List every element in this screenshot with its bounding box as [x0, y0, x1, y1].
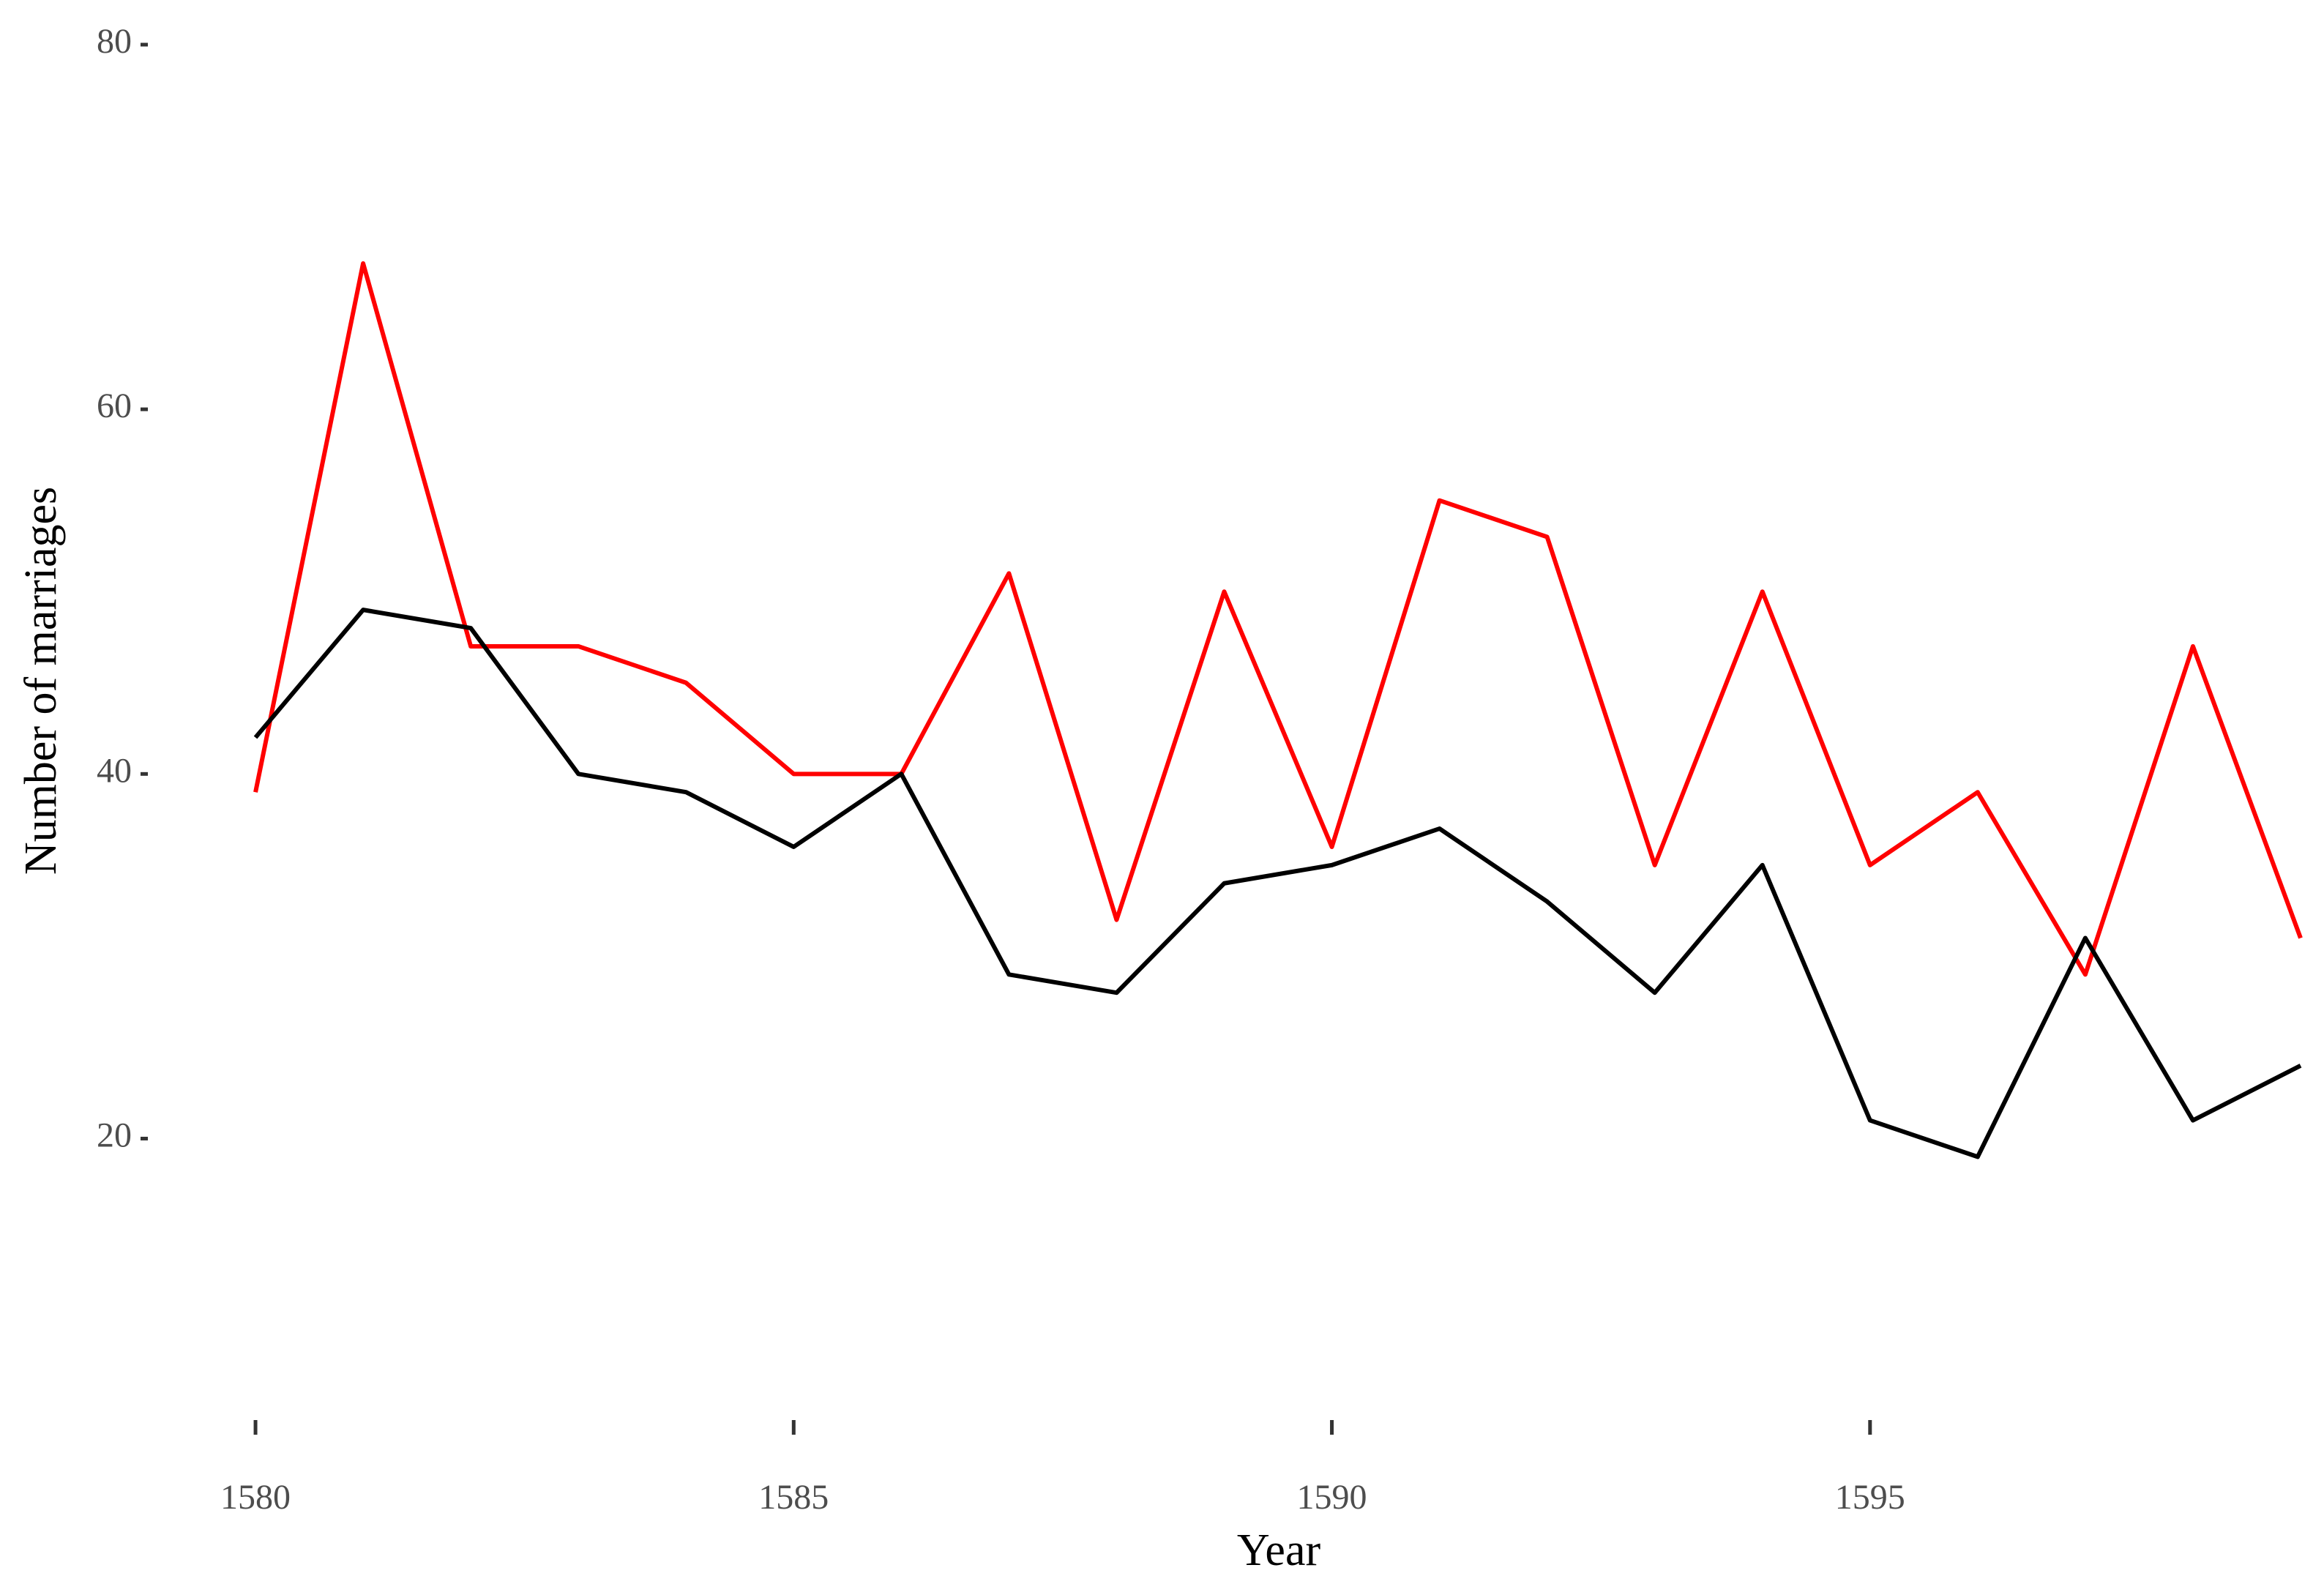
x-tick-label: 1590: [1297, 1478, 1367, 1517]
y-tick-label: 60: [97, 386, 132, 425]
y-axis-title: Number of marriages: [16, 487, 66, 875]
data-line: [253, 261, 2303, 977]
data-line: [253, 608, 2302, 1159]
x-axis-title: Year: [1237, 1525, 1321, 1575]
y-tick-label: 80: [97, 22, 132, 61]
y-tick-label: 40: [97, 751, 132, 790]
y-tick-label: 20: [97, 1116, 132, 1154]
x-tick-label: 1585: [758, 1478, 829, 1517]
x-tick-label: 1580: [220, 1478, 291, 1517]
x-tick-label: 1595: [1835, 1478, 1905, 1517]
